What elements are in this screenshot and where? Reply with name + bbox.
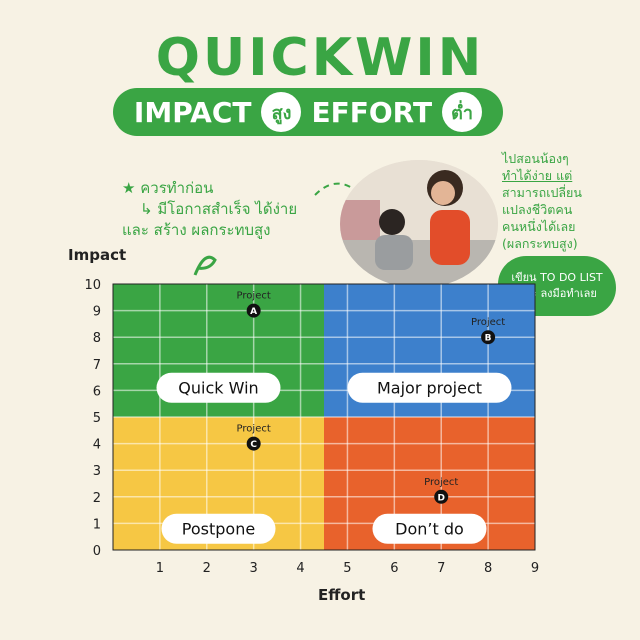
x-tick-label: 9 <box>531 561 539 576</box>
y-tick-label: 7 <box>93 358 101 373</box>
y-tick-label: 2 <box>93 491 101 506</box>
y-tick-label: 6 <box>93 384 101 399</box>
y-axis-label: Impact <box>68 246 127 264</box>
x-tick-label: 8 <box>484 561 492 576</box>
x-tick-label: 4 <box>296 561 304 576</box>
y-tick-label: 9 <box>93 305 101 320</box>
star-icon: ★ <box>122 179 136 197</box>
note-line: ทำได้ง่าย แต่ <box>502 168 573 183</box>
point-marker: C <box>250 440 257 450</box>
x-axis-label: Effort <box>318 586 366 604</box>
y-tick-label: 1 <box>93 517 101 532</box>
y-tick-label: 10 <box>84 278 101 293</box>
point-label: Project <box>471 317 505 328</box>
note-line: มีโอกาสสำเร็จ ได้ง่าย <box>157 200 298 218</box>
x-tick-label: 3 <box>250 561 258 576</box>
note-line: แปลงชีวิตคน <box>502 202 573 217</box>
quadrant-label-pill <box>161 513 276 544</box>
data-point <box>246 303 261 318</box>
data-point <box>246 436 261 451</box>
note-line: (ผลกระทบสูง) <box>502 236 578 251</box>
quadrant-label: Quick Win <box>178 379 258 398</box>
right-note: ไปสอนน้องๆ ทำได้ง่าย แต่ สามารถเปลี่ยน แ… <box>502 150 632 252</box>
bubble-line: เขียน TO DO LIST <box>511 271 603 284</box>
y-tick-label: 8 <box>93 331 101 346</box>
quadrant-label: Don’t do <box>395 520 464 539</box>
y-tick-label: 4 <box>93 438 101 453</box>
note-line: และ สร้าง ผลกระทบสูง <box>122 221 271 239</box>
note-line: ไปสอนน้องๆ <box>502 151 569 166</box>
quadrant-label-pill <box>372 513 487 544</box>
data-point <box>481 330 496 345</box>
quadrant-label: Major project <box>377 379 482 398</box>
point-label: Project <box>237 291 271 302</box>
classroom-photo <box>340 160 498 288</box>
bubble-line: และ ลงมือทำเลย <box>517 287 597 300</box>
page-title: QUICKWIN <box>155 28 485 88</box>
x-tick-label: 5 <box>343 561 351 576</box>
left-note: ★ ควรทำก่อน ↳ มีโอกาสสำเร็จ ได้ง่าย และ … <box>122 178 297 241</box>
note-line: คนหนึ่งได้เลย <box>502 219 576 234</box>
y-tick-label: 5 <box>93 411 101 426</box>
point-marker: A <box>250 307 257 317</box>
note-line: ควรทำก่อน <box>140 179 214 197</box>
x-tick-label: 2 <box>203 561 211 576</box>
quadrant-label-pill <box>347 372 512 403</box>
arrow-icon: ↳ <box>140 200 153 218</box>
impact-label: IMPACT <box>133 95 252 129</box>
quadrant-label: Postpone <box>182 520 255 539</box>
quadrant-label-pill <box>156 372 281 403</box>
data-point <box>434 489 449 504</box>
x-tick-label: 1 <box>156 561 164 576</box>
y-tick-label: 0 <box>93 544 101 559</box>
impact-level-badge: สูง <box>261 92 302 132</box>
effort-level-badge: ต่ำ <box>442 92 483 132</box>
y-tick-label: 3 <box>93 464 101 479</box>
point-marker: B <box>485 334 492 344</box>
dashed-arrow-doodle <box>193 182 356 276</box>
point-label: Project <box>424 477 458 488</box>
point-marker: D <box>437 493 444 503</box>
subtitle-banner: IMPACT สูง EFFORT ต่ำ <box>113 88 503 136</box>
effort-label: EFFORT <box>311 95 433 129</box>
point-label: Project <box>237 424 271 435</box>
x-tick-label: 6 <box>390 561 398 576</box>
plot-border <box>112 283 536 551</box>
note-line: สามารถเปลี่ยน <box>502 185 582 200</box>
x-tick-label: 7 <box>437 561 445 576</box>
speech-bubble: เขียน TO DO LIST และ ลงมือทำเลย <box>498 256 616 316</box>
